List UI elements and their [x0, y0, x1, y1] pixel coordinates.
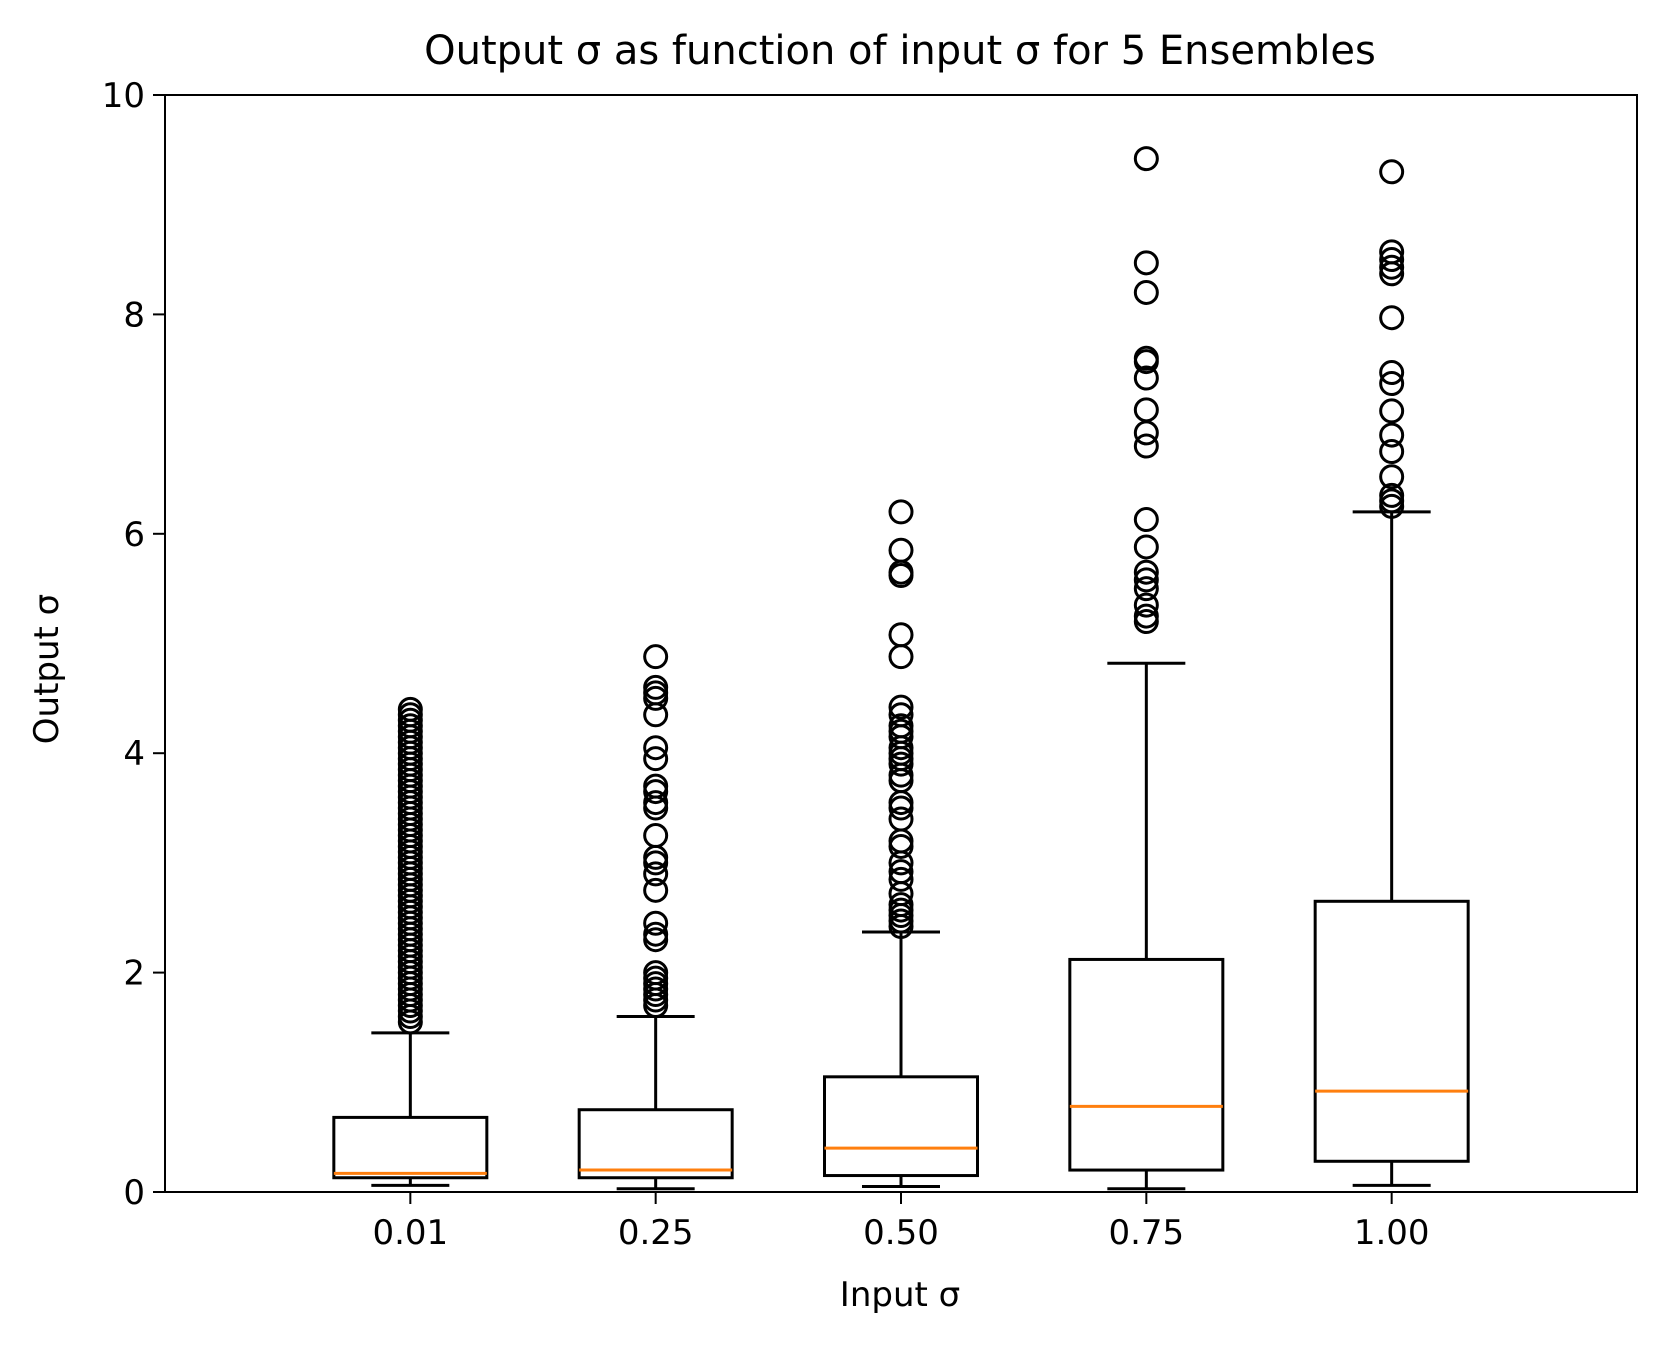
outlier-point — [888, 713, 914, 739]
outlier-point — [1379, 422, 1405, 448]
outlier-point — [643, 822, 669, 848]
x-tick-label: 0.50 — [863, 1213, 939, 1253]
outlier-point — [643, 644, 669, 670]
y-tick-label: 2 — [123, 954, 145, 994]
outlier-point — [643, 674, 669, 700]
outlier-point — [397, 696, 423, 722]
outlier-point — [1379, 159, 1405, 185]
x-axis-label: Input σ — [840, 1275, 960, 1315]
outlier-point — [643, 877, 669, 903]
outlier-point — [1133, 534, 1159, 560]
outlier-point — [1379, 360, 1405, 386]
outlier-point — [1133, 250, 1159, 276]
outlier-point — [888, 892, 914, 918]
chart-title: Output σ as function of input σ for 5 En… — [424, 28, 1376, 74]
box-iqr — [577, 1108, 734, 1180]
outlier-point — [1133, 567, 1159, 593]
outlier-point — [1133, 279, 1159, 305]
outlier-point — [1133, 365, 1159, 391]
outlier-point — [1133, 559, 1159, 585]
outlier-point — [1133, 433, 1159, 459]
box-group-0-75 — [1068, 146, 1225, 1191]
outlier-point — [888, 702, 914, 728]
y-tick-label: 4 — [123, 734, 145, 774]
outlier-point — [1133, 345, 1159, 371]
outlier-point — [1133, 603, 1159, 629]
outlier-point — [1379, 371, 1405, 397]
outlier-point — [643, 773, 669, 799]
outlier-point — [1133, 397, 1159, 423]
outlier-point — [1133, 576, 1159, 602]
outlier-point — [888, 537, 914, 563]
outlier-point — [888, 866, 914, 892]
outlier-point — [888, 694, 914, 720]
outlier-point — [1379, 482, 1405, 508]
y-axis-label: Output σ — [27, 594, 67, 744]
outlier-point — [1379, 305, 1405, 331]
outlier-point — [1133, 592, 1159, 618]
outlier-point — [888, 859, 914, 885]
box-group-0-25 — [577, 644, 734, 1191]
plot-area: 0 2 4 6 8 10 0.01 0.25 0.50 0.75 1.00 — [102, 76, 1638, 1253]
outlier-point — [1379, 439, 1405, 465]
outlier-point — [643, 921, 669, 947]
y-tick-label: 0 — [123, 1173, 145, 1213]
y-tick-label: 6 — [123, 515, 145, 555]
outlier-point — [643, 746, 669, 772]
outlier-point — [1379, 254, 1405, 280]
outlier-point — [888, 806, 914, 832]
outlier-point — [1379, 239, 1405, 265]
box-group-0-50 — [823, 499, 979, 1189]
outlier-point — [1133, 507, 1159, 533]
box-iqr — [332, 1115, 489, 1180]
x-tick-label: 0.01 — [372, 1213, 448, 1253]
outlier-point — [1133, 146, 1159, 172]
y-tick-label: 8 — [123, 295, 145, 335]
outlier-point — [1379, 398, 1405, 424]
outlier-point — [643, 960, 669, 986]
outlier-point — [643, 861, 669, 887]
outlier-point — [888, 622, 914, 648]
x-tick-label: 1.00 — [1354, 1213, 1430, 1253]
outlier-point — [1379, 247, 1405, 273]
outlier-point — [643, 790, 669, 816]
outlier-point — [643, 910, 669, 936]
box-group-0-01 — [332, 696, 489, 1187]
box-iqr — [823, 1075, 979, 1178]
x-tick-label: 0.25 — [618, 1213, 694, 1253]
box-group-1-00 — [1313, 159, 1470, 1187]
outlier-point — [1379, 464, 1405, 490]
box-iqr — [1313, 899, 1470, 1163]
outlier-point — [643, 735, 669, 761]
y-tick-label: 10 — [102, 76, 145, 116]
box-iqr — [1068, 957, 1225, 1172]
outlier-point — [888, 499, 914, 525]
x-tick-label: 0.75 — [1108, 1213, 1184, 1253]
